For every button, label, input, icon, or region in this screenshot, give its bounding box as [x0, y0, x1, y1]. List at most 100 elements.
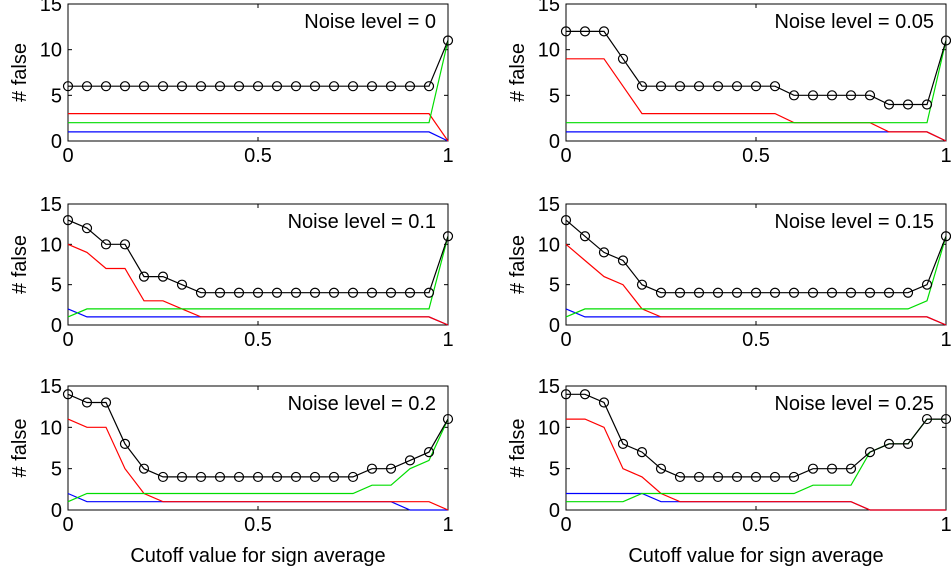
x-tick-label: 0.5	[244, 329, 272, 351]
data-point	[252, 471, 264, 483]
series-line-2	[68, 112, 449, 142]
data-point	[195, 81, 207, 92]
data-point	[290, 287, 302, 298]
x-tick-label: 1	[442, 514, 453, 536]
data-point	[807, 90, 819, 101]
x-tick-label: 0.5	[742, 329, 770, 351]
data-point	[769, 287, 781, 298]
data-point	[693, 287, 705, 298]
data-point	[176, 471, 188, 483]
y-tick-label: 0	[51, 131, 62, 153]
data-point	[252, 287, 264, 298]
y-tick-label: 10	[40, 234, 62, 256]
data-point	[845, 90, 857, 101]
series-line-2	[67, 243, 449, 326]
data-point	[252, 81, 264, 92]
y-tick-label: 5	[51, 275, 62, 297]
data-point	[290, 471, 302, 483]
x-tick-label: 1	[940, 514, 951, 536]
data-point	[921, 279, 933, 290]
y-tick-label: 15	[40, 376, 62, 398]
data-point	[826, 463, 838, 474]
data-point	[617, 438, 629, 449]
y-tick-label: 15	[40, 0, 62, 16]
data-point	[598, 397, 610, 408]
series-line-4	[565, 219, 947, 294]
x-tick-label: 0.5	[742, 514, 770, 536]
series-line-4	[67, 393, 449, 478]
x-tick-label: 0	[560, 514, 571, 536]
data-point	[81, 81, 93, 92]
data-point	[807, 287, 819, 298]
data-point	[560, 389, 572, 400]
y-tick-label: 0	[51, 315, 62, 337]
data-point	[347, 81, 359, 92]
data-point	[100, 81, 112, 92]
x-tick-label: 0	[560, 329, 571, 351]
data-point	[598, 26, 610, 37]
series-line-4	[566, 393, 946, 478]
data-point	[442, 35, 454, 46]
data-point	[271, 81, 283, 92]
series-line-2	[566, 58, 947, 142]
data-point	[864, 287, 876, 298]
series-line-4	[68, 40, 449, 87]
panel-5: 0 5 10 15 0 0.5 1 # false Cutoff value for sign …	[9, 376, 454, 567]
y-tick-label: 15	[538, 376, 560, 398]
series-line-3	[68, 40, 449, 124]
data-point	[81, 223, 93, 234]
series-line-3	[566, 418, 946, 503]
data-point	[902, 438, 914, 449]
series-line-3	[566, 40, 947, 124]
data-point	[328, 287, 340, 298]
data-point	[385, 287, 397, 298]
data-point	[750, 471, 762, 483]
y-axis-label: # false	[507, 43, 529, 102]
data-point	[598, 247, 610, 258]
data-point	[290, 81, 302, 92]
data-point	[845, 463, 857, 474]
data-point	[864, 90, 876, 101]
data-point	[769, 81, 781, 92]
data-point	[214, 471, 226, 483]
data-point	[176, 279, 188, 290]
data-point	[788, 471, 800, 483]
data-point	[233, 471, 245, 483]
data-point	[807, 463, 819, 474]
data-point	[655, 463, 667, 474]
data-point	[921, 413, 933, 425]
data-point	[883, 287, 895, 298]
data-point	[62, 389, 74, 400]
y-tick-label: 15	[538, 0, 560, 16]
data-point	[195, 471, 207, 483]
data-point	[750, 287, 762, 298]
y-tick-label: 10	[538, 417, 560, 439]
y-tick-label: 5	[51, 85, 62, 107]
x-tick-label: 0	[62, 514, 73, 536]
data-point	[636, 447, 648, 458]
data-point	[560, 215, 572, 226]
series-line-3	[67, 418, 449, 503]
data-point	[883, 99, 895, 110]
x-tick-label: 1	[442, 329, 453, 351]
data-point	[138, 463, 150, 474]
data-point	[366, 463, 378, 474]
data-point	[826, 287, 838, 298]
panel-title: Noise level = 0.15	[774, 211, 934, 233]
data-point	[385, 463, 397, 474]
data-point	[157, 81, 169, 92]
data-point	[921, 99, 933, 110]
series-line-3	[565, 236, 947, 318]
data-point	[100, 397, 112, 408]
data-point	[233, 287, 245, 298]
series-line-1	[566, 131, 947, 142]
data-point	[636, 81, 648, 92]
data-point	[636, 279, 648, 290]
data-point	[62, 81, 74, 92]
y-axis-label: # false	[507, 235, 529, 294]
data-point	[157, 471, 169, 483]
panel-title: Noise level = 0.2	[288, 393, 436, 415]
data-point	[404, 81, 416, 92]
data-point	[674, 81, 686, 92]
